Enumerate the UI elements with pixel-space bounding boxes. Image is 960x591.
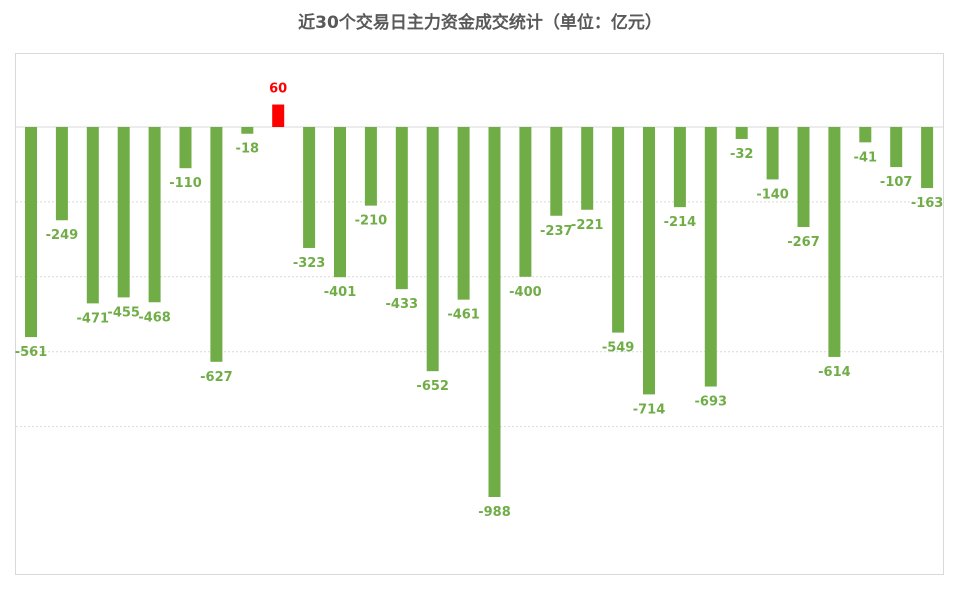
bar-29 bbox=[890, 127, 903, 168]
bar-25 bbox=[766, 127, 779, 180]
data-label-6: -110 bbox=[169, 176, 202, 191]
data-label-22: -214 bbox=[664, 215, 697, 230]
bar-1 bbox=[25, 127, 37, 338]
bar-21 bbox=[643, 127, 655, 395]
data-label-18: -237 bbox=[540, 224, 573, 239]
bar-7 bbox=[210, 127, 223, 362]
bar-17 bbox=[519, 127, 532, 277]
bar-27 bbox=[828, 127, 841, 357]
data-label-26: -267 bbox=[787, 235, 820, 250]
bar-19 bbox=[581, 127, 594, 210]
bar-2 bbox=[55, 127, 68, 221]
data-label-29: -107 bbox=[880, 175, 913, 190]
bar-6 bbox=[179, 127, 192, 169]
data-label-19: -221 bbox=[571, 218, 604, 233]
bar-12 bbox=[364, 127, 377, 206]
data-label-9: 60 bbox=[269, 82, 287, 97]
bar-5 bbox=[148, 127, 161, 303]
data-label-17: -400 bbox=[509, 285, 542, 300]
bar-9 bbox=[272, 104, 285, 127]
data-label-10: -323 bbox=[293, 256, 326, 271]
bar-10 bbox=[303, 127, 316, 248]
data-label-21: -714 bbox=[633, 402, 666, 417]
bar-23 bbox=[704, 127, 717, 387]
data-label-25: -140 bbox=[756, 187, 789, 202]
bar-13 bbox=[395, 127, 408, 290]
data-label-11: -401 bbox=[324, 285, 357, 300]
bar-11 bbox=[334, 127, 346, 278]
bar-30 bbox=[921, 127, 934, 189]
chart-title: 近30个交易日主力资金成交统计（单位：亿元） bbox=[298, 13, 662, 33]
bar-8 bbox=[241, 127, 254, 134]
data-label-12: -210 bbox=[355, 214, 388, 229]
data-label-28: -41 bbox=[854, 150, 878, 165]
bar-20 bbox=[612, 127, 625, 333]
bar-3 bbox=[86, 127, 99, 304]
bar-26 bbox=[797, 127, 810, 227]
bar-28 bbox=[859, 127, 872, 143]
data-label-15: -461 bbox=[447, 308, 480, 323]
bar-16 bbox=[488, 127, 501, 497]
bar-4 bbox=[117, 127, 130, 298]
data-label-2: -249 bbox=[46, 228, 79, 243]
plot-area bbox=[15, 53, 944, 575]
bar-18 bbox=[550, 127, 563, 216]
data-label-14: -652 bbox=[416, 379, 449, 394]
bar-14 bbox=[426, 127, 439, 372]
data-label-16: -988 bbox=[478, 505, 511, 520]
bar-24 bbox=[735, 127, 748, 139]
data-label-27: -614 bbox=[818, 365, 851, 380]
data-label-8: -18 bbox=[236, 142, 260, 157]
data-label-23: -693 bbox=[695, 395, 728, 410]
data-label-13: -433 bbox=[386, 297, 419, 312]
data-label-24: -32 bbox=[730, 147, 754, 162]
bar-15 bbox=[457, 127, 470, 300]
data-label-5: -468 bbox=[138, 310, 171, 325]
data-label-1: -561 bbox=[15, 345, 48, 360]
data-label-3: -471 bbox=[77, 311, 110, 326]
data-label-7: -627 bbox=[200, 370, 233, 385]
data-label-30: -163 bbox=[911, 196, 944, 211]
data-label-20: -549 bbox=[602, 341, 635, 356]
bar-22 bbox=[673, 127, 686, 208]
data-label-4: -455 bbox=[107, 305, 140, 320]
